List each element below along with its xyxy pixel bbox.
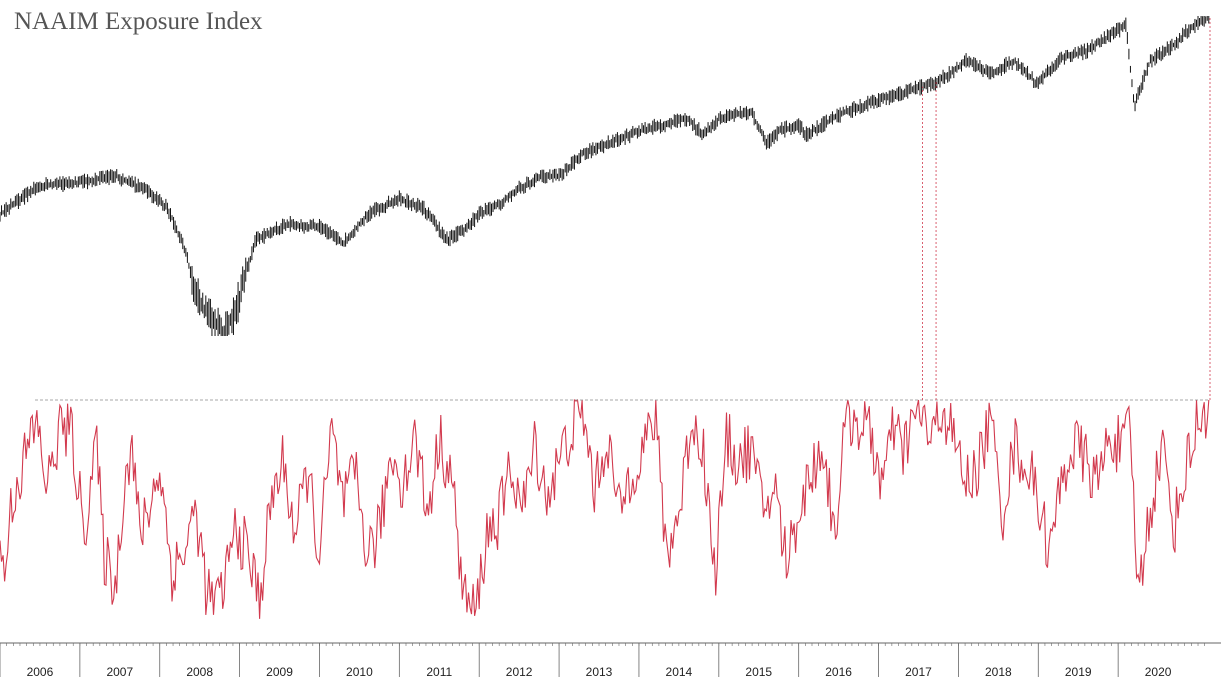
x-tick-label: 2018: [985, 665, 1012, 677]
x-tick-label: 2020: [1145, 665, 1172, 677]
exposure-line: [0, 398, 1210, 619]
x-tick-label: 2019: [1065, 665, 1092, 677]
x-tick-label: 2009: [266, 665, 293, 677]
x-tick-label: 2012: [506, 665, 533, 677]
chart-title: NAAIM Exposure Index: [14, 8, 263, 35]
x-tick-label: 2015: [745, 665, 772, 677]
x-tick-label: 2011: [426, 665, 452, 677]
x-tick-label: 2014: [666, 665, 693, 677]
x-tick-label: 2013: [586, 665, 613, 677]
x-tick-label: 2010: [346, 665, 373, 677]
x-tick-label: 2017: [905, 665, 932, 677]
x-axis: 2006 2007 2008 2009 2010 2011 2012 2013 2014 2015…: [0, 642, 1221, 677]
reference-lines: [35, 16, 1211, 401]
x-tick-label: 2007: [106, 665, 133, 677]
x-tick-label: 2006: [27, 665, 54, 677]
x-tick-label: 2016: [825, 665, 852, 677]
exposure-panel: [0, 398, 1210, 619]
x-tick-label: 2008: [186, 665, 213, 677]
price-panel: [0, 16, 1210, 336]
